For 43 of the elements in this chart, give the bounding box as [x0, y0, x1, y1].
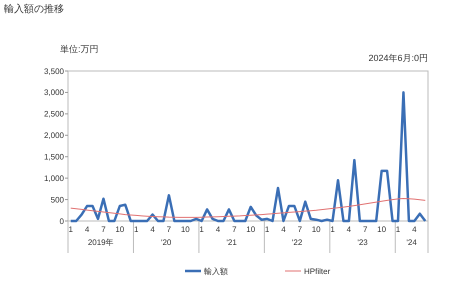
x-tick-label: 7 [363, 225, 368, 234]
text: '24 [406, 238, 418, 247]
x-tick-label: 4 [281, 225, 286, 234]
text: '23 [357, 238, 368, 247]
chart-title: 輸入額の推移 [4, 3, 64, 15]
x-tick-label: 10 [115, 225, 125, 234]
x-tick-label: 7 [232, 225, 238, 234]
line-series [69, 91, 427, 222]
text: 2024年6月:0円 [368, 53, 428, 63]
x-tick-label: 1 [264, 225, 270, 234]
x-tick-label: 7 [298, 225, 303, 234]
y-tick-label: 2,500 [44, 110, 65, 119]
y-tick-label: 0 [60, 216, 65, 226]
x-tick-label: 1 [199, 225, 204, 234]
x-tick-label: 1 [68, 225, 74, 234]
y-tick-label: 2,000 [44, 131, 65, 140]
x-tick-label: 4 [84, 225, 90, 234]
x-tick-label: 10 [377, 225, 387, 234]
x-tick-label: 1 [134, 225, 139, 234]
y-tick-label: 1,000 [44, 174, 65, 183]
x-tick-label: 4 [216, 225, 221, 234]
x-tick-label: 7 [101, 225, 106, 234]
x-tick-label: 10 [246, 225, 256, 234]
x-tick-label: 4 [150, 225, 156, 234]
y-tick-label: 3,000 [44, 88, 65, 98]
text: '22 [292, 238, 303, 247]
text: '20 [160, 238, 172, 247]
x-tick-label: 1 [330, 225, 336, 234]
text: 単位:万円 [60, 44, 99, 54]
x-tick-label: 4 [346, 225, 352, 234]
line-series [70, 198, 426, 218]
y-tick-label: 1,500 [44, 152, 65, 162]
legend-label: HPfilter [304, 266, 331, 276]
legend-label: 輸入額 [204, 266, 228, 276]
text: 2019年 [88, 238, 114, 247]
x-tick-label: 4 [412, 225, 418, 234]
x-tick-label: 10 [180, 225, 190, 234]
y-tick-label: 3,500 [44, 66, 65, 76]
y-tick-label: 500 [50, 195, 65, 204]
x-tick-label: 7 [166, 225, 172, 234]
x-tick-label: 1 [396, 225, 401, 234]
text: '21 [226, 238, 238, 247]
x-tick-label: 10 [312, 225, 322, 234]
